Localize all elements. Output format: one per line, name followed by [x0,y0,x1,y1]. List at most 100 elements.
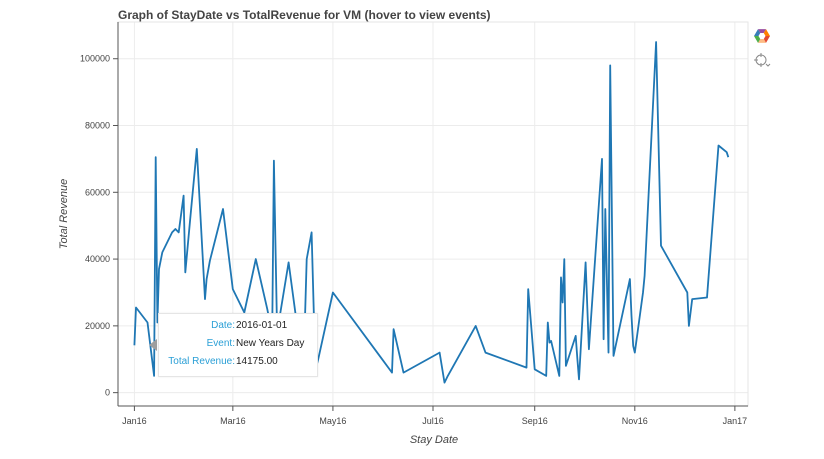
data-point[interactable] [603,207,607,211]
tooltip-date-key: Date: [211,320,235,331]
data-point[interactable] [574,334,578,338]
data-point[interactable] [602,337,606,341]
data-point[interactable] [690,297,694,301]
data-point[interactable] [544,374,548,378]
data-point[interactable] [160,250,164,254]
data-point[interactable] [564,364,568,368]
y-axis-title: Total Revenue [58,179,70,250]
data-point[interactable] [152,374,156,378]
data-point[interactable] [587,347,591,351]
data-point[interactable] [484,351,488,355]
data-point[interactable] [392,327,396,331]
data-point[interactable] [443,381,447,385]
data-point[interactable] [685,291,689,295]
data-point[interactable] [643,274,647,278]
data-point[interactable] [134,306,138,310]
data-point[interactable] [641,291,645,295]
data-point[interactable] [705,296,709,300]
data-point[interactable] [608,63,612,67]
data-point[interactable] [170,230,174,234]
data-point[interactable] [577,377,581,381]
series-line-layer [132,40,730,385]
data-point[interactable] [203,297,207,301]
y-tick-label: 20000 [85,321,110,331]
data-point[interactable] [208,259,212,263]
data-point[interactable] [549,339,553,343]
data-point[interactable] [438,351,442,355]
hover-tool-button[interactable] [752,50,772,70]
data-point[interactable] [607,351,611,355]
y-tick-label: 80000 [85,121,110,131]
data-point[interactable] [173,227,177,231]
data-point[interactable] [177,230,181,234]
data-point[interactable] [654,40,658,44]
data-point[interactable] [305,257,309,261]
logo-segment [754,29,761,36]
logo-segment [758,39,766,43]
x-tick-label: Jan17 [723,416,748,426]
data-point[interactable] [726,155,730,159]
data-point[interactable] [157,267,161,271]
hover-tooltip: Date: 2016-01-01 Event: New Years Day To… [158,313,318,377]
data-point[interactable] [195,147,199,151]
data-point[interactable] [265,307,269,311]
data-point[interactable] [146,321,150,325]
data-point[interactable] [687,324,691,328]
hover-tool-icon [754,53,771,67]
data-point[interactable] [584,260,588,264]
data-point[interactable] [525,366,529,370]
y-tick-label: 40000 [85,254,110,264]
tooltip-revenue-row: Total Revenue: 14175.00 [159,356,317,370]
data-point[interactable] [272,159,276,163]
data-point[interactable] [600,157,604,161]
data-point[interactable] [221,207,225,211]
logo-segment [763,36,770,43]
series-line[interactable] [133,41,730,384]
tooltip-date-row: Date: 2016-01-01 [159,320,317,334]
data-point[interactable] [630,314,634,318]
data-point[interactable] [331,291,335,295]
bokeh-logo-button[interactable] [752,26,772,46]
tooltip-event-key: Event: [206,338,235,349]
data-point[interactable] [628,277,632,281]
data-point[interactable] [717,144,721,148]
data-point[interactable] [575,357,579,361]
data-point[interactable] [205,277,209,281]
y-tick-label: 60000 [85,187,110,197]
y-tick-label: 0 [105,388,110,398]
data-point[interactable] [287,260,291,264]
logo-segment [763,29,770,36]
data-point[interactable] [659,244,663,248]
data-point[interactable] [631,344,635,348]
data-point[interactable] [562,257,566,261]
data-point[interactable] [390,371,394,375]
data-point[interactable] [557,374,561,378]
data-point[interactable] [561,301,565,305]
logo-segment [754,36,761,43]
y-tick-label: 100000 [80,54,110,64]
data-point[interactable] [183,270,187,274]
data-point[interactable] [533,367,537,371]
tooltip-date-value: 2016-01-01 [236,320,288,331]
data-point[interactable] [188,217,192,221]
data-point[interactable] [132,343,136,347]
data-point[interactable] [402,371,406,375]
data-point[interactable] [612,354,616,358]
tooltip-revenue-value: 14175.00 [236,356,278,367]
data-point[interactable] [546,321,550,325]
data-point[interactable] [446,374,450,378]
data-point[interactable] [474,324,478,328]
data-point[interactable] [725,150,729,154]
data-point[interactable] [254,257,258,261]
data-point[interactable] [526,287,530,291]
chart-title: Graph of StayDate vs TotalRevenue for VM… [118,8,491,22]
x-tick-label: Nov16 [622,416,648,426]
data-point[interactable] [310,230,314,234]
data-point[interactable] [154,155,158,159]
data-point[interactable] [231,287,235,291]
data-point[interactable] [559,275,563,279]
data-point[interactable] [182,194,186,198]
tooltip-event-value: New Years Day [236,338,305,349]
data-point[interactable] [633,351,637,355]
